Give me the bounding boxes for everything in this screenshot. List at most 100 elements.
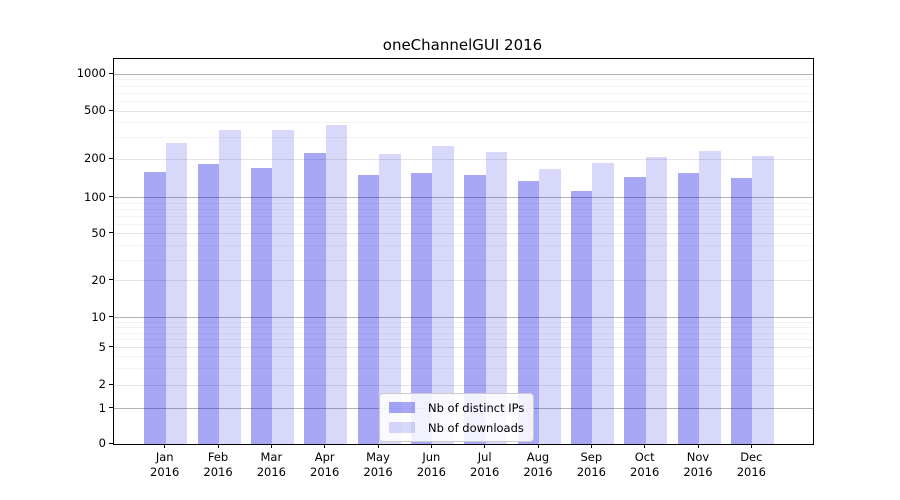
minor-gridline-3 — [114, 368, 813, 370]
minor-gridline-700 — [114, 92, 813, 94]
minor-gridline-40 — [114, 244, 813, 246]
minor-gridline-400 — [114, 122, 813, 124]
minor-gridline-80 — [114, 208, 813, 210]
bar-nov-downloads — [699, 151, 721, 444]
bar-feb-downloads — [219, 130, 241, 444]
bar-apr-distinct-ips — [304, 153, 326, 444]
bar-jan-downloads — [165, 143, 188, 444]
y-tick-label-1000: 1000 — [76, 66, 106, 81]
y-tick-mark-100 — [109, 196, 114, 198]
y-tick-mark-50 — [109, 232, 114, 234]
minor-gridline-90 — [114, 202, 813, 204]
y-tick-label-5: 5 — [98, 339, 106, 354]
minor-gridline-600 — [114, 100, 813, 102]
minor-gridline-7 — [114, 332, 813, 334]
y-tick-label-200: 200 — [84, 151, 106, 166]
bar-apr-downloads — [325, 125, 348, 444]
bar-feb-distinct-ips — [197, 163, 220, 444]
x-tick-label-jul: Jul 2016 — [470, 450, 500, 479]
y-tick-label-1: 1 — [98, 400, 106, 415]
bar-dec-downloads — [752, 156, 774, 444]
gridline-1000 — [114, 73, 813, 75]
y-tick-mark-0 — [109, 442, 114, 444]
y-tick-label-0: 0 — [98, 436, 106, 450]
y-tick-mark-20 — [109, 279, 114, 281]
x-tick-mark-jun — [430, 444, 432, 448]
x-tick-mark-oct — [644, 444, 646, 448]
x-tick-label-aug: Aug 2016 — [523, 450, 553, 479]
x-tick-mark-apr — [324, 444, 326, 448]
gridline-100 — [114, 197, 813, 199]
bar-jun-downloads — [432, 146, 454, 444]
bar-mar-downloads — [272, 129, 294, 444]
y-tick-label-100: 100 — [84, 189, 106, 204]
x-tick-label-nov: Nov 2016 — [683, 450, 713, 479]
minor-gridline-6 — [114, 339, 813, 341]
bar-mar-distinct-ips — [250, 168, 273, 444]
bar-jul-downloads — [485, 152, 508, 444]
x-tick-label-mar: Mar 2016 — [256, 450, 286, 479]
y-tick-mark-1 — [109, 407, 114, 409]
y-tick-label-10: 10 — [91, 309, 106, 324]
y-tick-label-50: 50 — [91, 225, 106, 240]
x-tick-label-may: May 2016 — [363, 450, 393, 479]
bar-may-downloads — [379, 154, 401, 444]
y-tick-mark-5 — [109, 346, 114, 348]
y-tick-mark-200 — [109, 157, 114, 159]
bar-nov-distinct-ips — [677, 173, 699, 444]
minor-gridline-60 — [114, 223, 813, 225]
x-tick-label-jun: Jun 2016 — [416, 450, 446, 479]
x-tick-label-oct: Oct 2016 — [630, 450, 660, 479]
bar-aug-distinct-ips — [517, 181, 539, 444]
bar-jan-distinct-ips — [144, 171, 166, 444]
x-tick-mark-dec — [750, 444, 752, 448]
bars-layer — [114, 59, 813, 444]
x-tick-mark-mar — [270, 444, 272, 448]
x-tick-label-apr: Apr 2016 — [310, 450, 340, 479]
x-tick-label-feb: Feb 2016 — [203, 450, 233, 479]
minor-gridline-4 — [114, 356, 813, 358]
bar-jul-distinct-ips — [464, 174, 486, 444]
chart-title: oneChannelGUI 2016 — [382, 36, 543, 54]
gridline-500 — [114, 110, 813, 112]
bar-aug-downloads — [539, 169, 561, 444]
legend-swatch-downloads-icon — [389, 422, 415, 433]
y-tick-label-20: 20 — [91, 272, 106, 287]
legend-row-downloads: Nb of downloads — [389, 419, 524, 436]
gridline-50 — [114, 233, 813, 235]
x-tick-mark-jan — [164, 444, 166, 448]
x-tick-mark-may — [377, 444, 379, 448]
legend-label-distinct-ips: Nb of distinct IPs — [428, 400, 525, 415]
x-tick-mark-nov — [697, 444, 699, 448]
y-tick-label-500: 500 — [84, 103, 106, 117]
y-tick-mark-10 — [109, 316, 114, 318]
x-tick-mark-jul — [484, 444, 486, 448]
legend-label-downloads: Nb of downloads — [428, 420, 524, 435]
legend-row-distinct-ips: Nb of distinct IPs — [389, 399, 524, 416]
gridline-200 — [114, 158, 813, 160]
gridline-2 — [114, 384, 813, 386]
legend-swatch-distinct-ips-icon — [389, 402, 415, 413]
bar-dec-distinct-ips — [730, 177, 753, 444]
x-tick-mark-feb — [217, 444, 219, 448]
bar-may-distinct-ips — [357, 174, 380, 444]
minor-gridline-900 — [114, 79, 813, 81]
bar-oct-downloads — [645, 156, 668, 444]
y-tick-mark-500 — [109, 109, 114, 111]
gridline-10 — [114, 317, 813, 319]
y-tick-mark-1000 — [109, 72, 114, 74]
legend: Nb of distinct IPs Nb of downloads — [379, 393, 535, 442]
y-tick-label-2: 2 — [98, 377, 106, 392]
bar-jun-distinct-ips — [410, 172, 433, 444]
bar-oct-distinct-ips — [624, 176, 646, 444]
minor-gridline-8 — [114, 326, 813, 328]
y-tick-mark-2 — [109, 383, 114, 385]
gridline-5 — [114, 347, 813, 349]
minor-gridline-9 — [114, 321, 813, 323]
x-tick-label-dec: Dec 2016 — [736, 450, 766, 479]
minor-gridline-800 — [114, 85, 813, 87]
minor-gridline-300 — [114, 137, 813, 139]
minor-gridline-30 — [114, 259, 813, 261]
plot-area: Nb of distinct IPs Nb of downloads — [113, 58, 814, 445]
